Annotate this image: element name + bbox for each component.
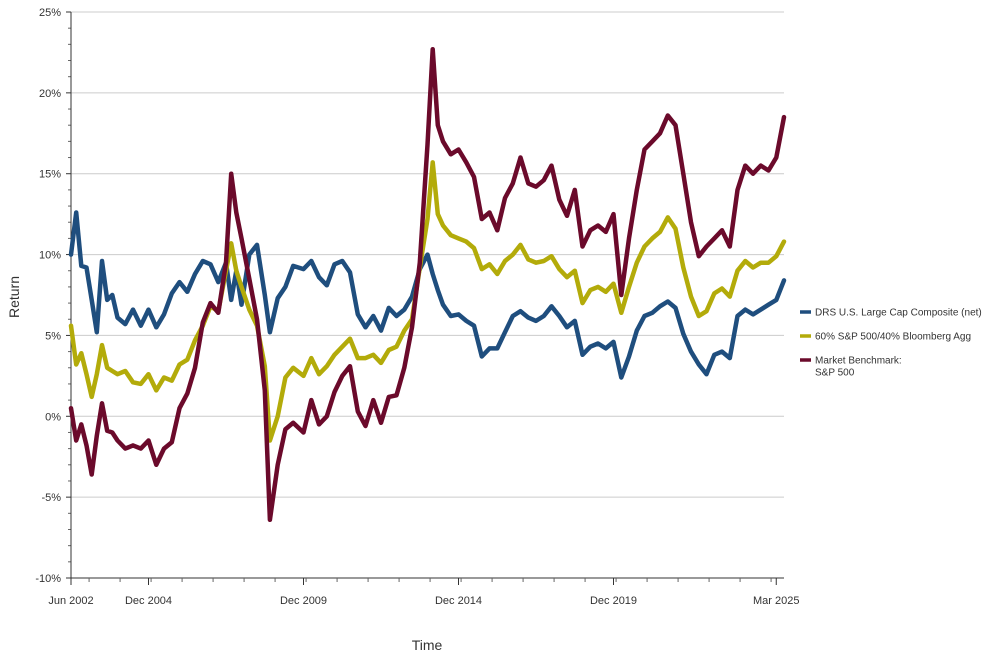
grid-lines <box>71 11 784 579</box>
legend-label-2: Market Benchmark: <box>815 356 902 367</box>
series-line-1 <box>68 160 787 443</box>
axes: -10% -5% 0% 5% 10% 15% 20% 25% Jun 2002 Dec 2004 D… <box>35 7 799 607</box>
y-tick-label: 10% <box>39 250 61 262</box>
x-tick-label: Dec 2014 <box>435 595 482 607</box>
legend-label-1: 60% S&P 500/40% Bloomberg Agg <box>815 332 971 343</box>
y-tick-label: -10% <box>35 573 61 585</box>
x-tick-label: Jun 2002 <box>48 595 93 607</box>
x-tick-label: Dec 2004 <box>125 595 172 607</box>
x-axis-title: Time <box>412 637 443 653</box>
y-tick-label: 5% <box>45 330 61 342</box>
x-tick-label: Dec 2019 <box>590 595 637 607</box>
legend: DRS U.S. Large Cap Composite (net) 60% S&… <box>800 308 982 379</box>
y-axis-title: Return <box>6 276 22 318</box>
y-tick-label: 15% <box>39 169 61 181</box>
legend-label-2: S&P 500 <box>815 368 855 379</box>
x-tick-label: Dec 2009 <box>280 595 327 607</box>
x-tick-label: Mar 2025 <box>753 595 799 607</box>
y-tick-label: 25% <box>39 7 61 19</box>
y-tick-label: -5% <box>41 492 61 504</box>
series-lines <box>68 46 787 523</box>
y-tick-label: 0% <box>45 411 61 423</box>
y-tick-label: 20% <box>39 88 61 100</box>
legend-label-0: DRS U.S. Large Cap Composite (net) <box>815 308 982 319</box>
series-line-2 <box>68 46 787 523</box>
